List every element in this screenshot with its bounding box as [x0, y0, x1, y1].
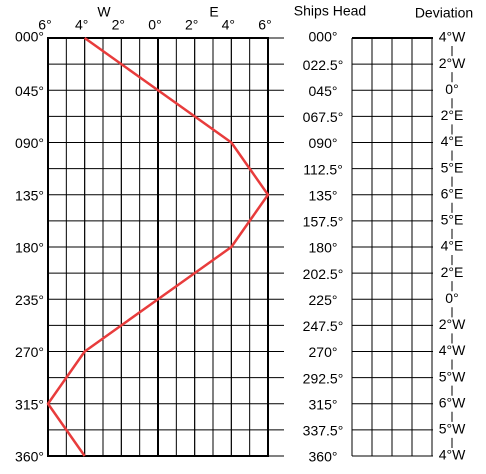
- ships-head-label: 000°: [309, 29, 338, 45]
- deviation-label: 2°W: [439, 316, 466, 332]
- y-tick-label: 000°: [15, 29, 44, 45]
- deviation-curve: [46, 36, 270, 457]
- plot-frame: [47, 37, 269, 457]
- deviation-label: 2°W: [439, 55, 466, 71]
- y-tick-label: 270°: [15, 344, 44, 360]
- x-tick-label: 0°: [148, 17, 161, 33]
- ships-head-label: 360°: [309, 449, 338, 465]
- label-bg: [433, 395, 471, 412]
- x-tick-label: 2°: [112, 17, 125, 33]
- deviation-label: 5°W: [439, 368, 466, 384]
- deviation-title: Deviation: [415, 5, 473, 21]
- ships-head-label: 135°: [309, 187, 338, 203]
- x-tick-label: 6°: [258, 17, 271, 33]
- ships-head-label: 067.5°: [303, 109, 344, 125]
- label-bg: [433, 134, 471, 151]
- x-tick-label: 6°: [38, 17, 51, 33]
- x-tick-label: 2°: [185, 17, 198, 33]
- deviation-label: 0°: [445, 290, 458, 306]
- deviation-label: 4°W: [439, 342, 466, 358]
- deviation-label: 5°W: [439, 421, 466, 437]
- y-tick-label: 235°: [15, 292, 44, 308]
- deviation-label: 4°E: [441, 133, 464, 149]
- label-bg: [433, 82, 471, 99]
- label-bg: [433, 317, 471, 334]
- deviation-label: 6°W: [439, 394, 466, 410]
- deviation-label: 4°E: [441, 238, 464, 254]
- y-tick-label: 180°: [15, 240, 44, 256]
- x-tick-label: 4°: [75, 17, 88, 33]
- x-tick-label: 4°: [222, 17, 235, 33]
- y-tick-label: 135°: [15, 187, 44, 203]
- label-bg: [433, 160, 471, 177]
- west-label: W: [97, 4, 111, 20]
- y-tick-label: 360°: [15, 449, 44, 465]
- y-tick-label: 045°: [15, 83, 44, 99]
- label-bg: [433, 30, 471, 46]
- ships-head-label: 180°: [309, 240, 338, 256]
- ships-head-label: 112.5°: [303, 161, 343, 177]
- y-tick-label: 315°: [15, 396, 44, 412]
- deviation-label: 4°W: [439, 29, 466, 45]
- label-bg: [433, 421, 471, 438]
- ships-head-label: 225°: [309, 292, 338, 308]
- deviation-label: 0°: [445, 81, 458, 97]
- deviation-label: 2°E: [441, 107, 464, 123]
- label-bg: [433, 448, 471, 464]
- ships-head-label: 090°: [309, 135, 338, 151]
- ships-head-label: 270°: [309, 344, 338, 360]
- east-label: E: [209, 4, 218, 20]
- deviation-label: 5°E: [441, 212, 464, 228]
- label-bg: [433, 186, 471, 203]
- ships-head-label: 247.5°: [303, 318, 344, 334]
- ships-head-label: 337.5°: [303, 423, 344, 439]
- ships-head-label: 157.5°: [303, 214, 344, 230]
- ships-head-label: 022.5°: [303, 57, 344, 73]
- deviation-label: 5°E: [441, 159, 464, 175]
- label-bg: [433, 369, 471, 386]
- ships-head-label: 202.5°: [303, 266, 344, 282]
- label-bg: [433, 108, 471, 125]
- head-title: Ships Head: [294, 3, 366, 19]
- label-bg: [433, 212, 471, 229]
- label-bg: [433, 239, 471, 255]
- ships-head-label: 315°: [309, 396, 338, 412]
- label-bg: [433, 343, 471, 360]
- label-bg: [433, 56, 471, 73]
- ships-head-label: 045°: [309, 83, 338, 99]
- y-tick-label: 090°: [15, 135, 44, 151]
- deviation-label: 2°E: [441, 264, 464, 280]
- ships-head-label: 292.5°: [303, 370, 344, 386]
- label-bg: [433, 291, 471, 308]
- label-bg: [433, 265, 471, 282]
- deviation-label: 4°W: [439, 447, 466, 463]
- deviation-label: 6°E: [441, 185, 464, 201]
